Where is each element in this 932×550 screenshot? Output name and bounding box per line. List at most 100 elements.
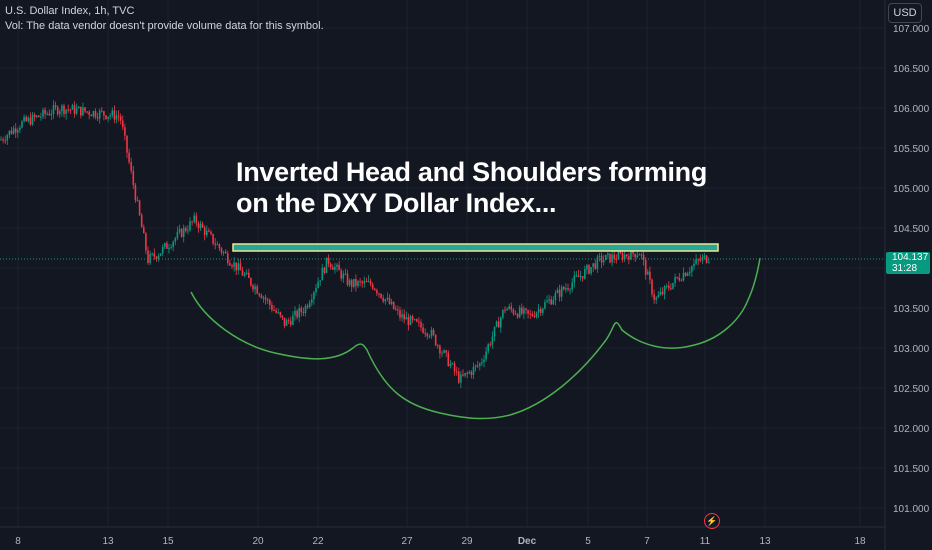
- candle-body: [411, 316, 414, 320]
- candle-body: [619, 251, 622, 254]
- candle-body: [161, 246, 164, 254]
- candle-body: [689, 271, 691, 274]
- price-tick-label: 103.000: [893, 344, 930, 355]
- candle-body: [529, 313, 531, 315]
- candle-body: [98, 110, 101, 119]
- candle-body: [350, 280, 353, 287]
- candle-body: [296, 310, 298, 318]
- candle-body: [178, 229, 181, 232]
- candle-body: [569, 289, 571, 291]
- annotation-line-2: on the DXY Dollar Index...: [236, 188, 557, 218]
- candle-body: [374, 288, 376, 291]
- candle-body: [640, 254, 643, 256]
- candle-body: [432, 329, 435, 335]
- candle-body: [340, 270, 342, 279]
- candle-body: [56, 106, 59, 115]
- candle-body: [670, 288, 672, 290]
- candle-body: [527, 310, 529, 314]
- time-tick-label: 13: [102, 536, 114, 547]
- candle-body: [103, 111, 105, 116]
- time-axis[interactable]: 8 13 15 20 22 27 29 Dec 5 7 11 13 18: [15, 536, 866, 547]
- price-tick-label: 104.500: [893, 224, 930, 235]
- candle-body: [523, 308, 525, 314]
- currency-button[interactable]: USD: [888, 3, 922, 23]
- candle-body: [691, 266, 693, 272]
- candle-body: [105, 115, 107, 119]
- candle-body: [361, 281, 363, 284]
- candle-body: [613, 254, 615, 259]
- candle-body: [628, 256, 630, 260]
- candle-body: [117, 115, 120, 117]
- candle-body: [663, 286, 666, 295]
- candle-body: [596, 256, 599, 269]
- candle-body: [371, 284, 374, 289]
- lightning-bolt-icon[interactable]: ⚡: [704, 513, 720, 529]
- candle-body: [241, 270, 244, 276]
- time-tick-label: 22: [312, 536, 324, 547]
- candle-body: [92, 111, 95, 117]
- candle-body: [233, 262, 235, 267]
- candle-body: [42, 109, 44, 117]
- candle-body: [346, 273, 349, 285]
- candle-body: [332, 267, 334, 270]
- candle-body: [424, 332, 426, 334]
- candle-body: [245, 272, 248, 275]
- candle-body: [623, 254, 626, 260]
- candle-body: [195, 215, 198, 224]
- candle-body: [657, 295, 660, 298]
- candle-body: [48, 113, 51, 116]
- candle-body: [395, 308, 397, 310]
- candle-body: [649, 271, 651, 280]
- candle-body: [321, 267, 324, 281]
- candle-body: [176, 231, 179, 239]
- candle-body: [17, 130, 19, 133]
- candle-body: [84, 107, 86, 112]
- candle-body: [308, 302, 311, 308]
- time-tick-label: Dec: [518, 536, 537, 547]
- chart-annotation-text[interactable]: Inverted Head and Shoulders forming on t…: [236, 157, 756, 219]
- candle-body: [50, 114, 53, 116]
- candle-body: [250, 278, 252, 286]
- candle-body: [63, 105, 65, 115]
- candle-body: [369, 280, 372, 285]
- candle-body: [544, 302, 546, 309]
- candle-body: [111, 110, 114, 116]
- candle-body: [598, 255, 601, 257]
- candle-body: [96, 117, 99, 119]
- candle-body: [203, 227, 206, 236]
- candle-body: [306, 305, 309, 308]
- candle-body: [546, 300, 548, 303]
- candle-body: [220, 248, 223, 253]
- price-tick-label: 102.500: [893, 384, 930, 395]
- candle-body: [294, 310, 296, 316]
- candle-body: [567, 288, 569, 290]
- candle-body: [537, 308, 540, 313]
- candle-body: [686, 273, 689, 276]
- candle-body: [579, 275, 582, 278]
- candle-body: [359, 281, 361, 283]
- time-tick-label: 11: [700, 536, 711, 547]
- time-tick-label: 15: [162, 536, 174, 547]
- symbol-title[interactable]: U.S. Dollar Index, 1h, TVC: [5, 5, 135, 17]
- candle-body: [554, 293, 557, 301]
- candle-body: [577, 275, 580, 278]
- candle-body: [115, 115, 118, 120]
- neckline-zone[interactable]: [232, 243, 719, 252]
- candle-body: [449, 363, 452, 367]
- candle-body: [2, 139, 4, 141]
- candle-body: [275, 310, 277, 313]
- time-tick-label: 20: [252, 536, 264, 547]
- price-tick-label: 106.000: [893, 104, 930, 115]
- candle-body: [287, 320, 290, 322]
- candle-body: [243, 274, 246, 276]
- inverted-head-shoulders-curve[interactable]: [190, 257, 761, 420]
- candle-body: [27, 117, 30, 121]
- candle-body: [470, 371, 473, 375]
- candle-body: [474, 365, 477, 367]
- candle-body: [61, 105, 63, 112]
- candle-body: [69, 109, 72, 111]
- candle-body: [153, 253, 156, 257]
- candle-body: [218, 244, 221, 249]
- candle-body: [317, 281, 319, 288]
